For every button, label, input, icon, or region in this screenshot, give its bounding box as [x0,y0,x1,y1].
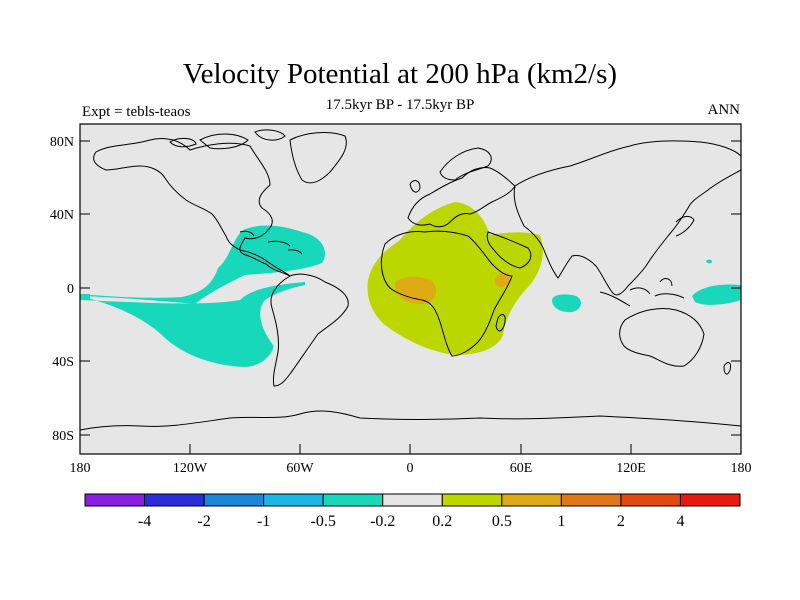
colorbar-swatch [85,494,145,506]
lat-label: 80S [52,429,74,444]
colorbar-label: -2 [197,513,210,530]
colorbar-label: -0.5 [311,513,336,530]
colorbar-label: 0.5 [492,513,512,530]
colorbar-swatch [323,494,383,506]
colorbar-label: -1 [257,513,270,530]
lat-label: 40N [50,208,74,223]
lon-label: 180 [70,461,91,476]
lat-label: 0 [67,282,74,297]
colorbar-label: -4 [138,513,151,530]
lon-label: 120E [616,461,646,476]
colorbar-swatch [204,494,264,506]
colorbar-swatch [383,494,443,506]
colorbar-label: 2 [617,513,625,530]
colorbar-swatch [621,494,681,506]
lat-label: 40S [52,355,74,370]
colorbar-swatch [145,494,205,506]
colorbar-swatch [442,494,502,506]
colorbar-swatch [502,494,562,506]
east-pacific-negative-tail [80,294,90,300]
colorbar-label: 4 [676,513,684,530]
colorbar-label: -0.2 [370,513,395,530]
lon-label: 0 [407,461,414,476]
lon-label: 60W [286,461,314,476]
colorbar-swatch [561,494,621,506]
map-figure: 80N 40N 0 40S 80S 180 120W 60W 0 60E 120… [0,0,800,600]
colorbar-swatch [264,494,324,506]
lon-label: 180 [731,461,752,476]
lon-label: 60E [510,461,533,476]
lat-label: 80N [50,135,74,150]
lon-label: 120W [173,461,208,476]
colorbar-label: 0.2 [432,513,452,530]
colorbar-label: 1 [557,513,565,530]
colorbar: -4 -2 -1 -0.5 -0.2 0.2 0.5 1 2 4 [85,494,740,530]
colorbar-swatch [680,494,740,506]
